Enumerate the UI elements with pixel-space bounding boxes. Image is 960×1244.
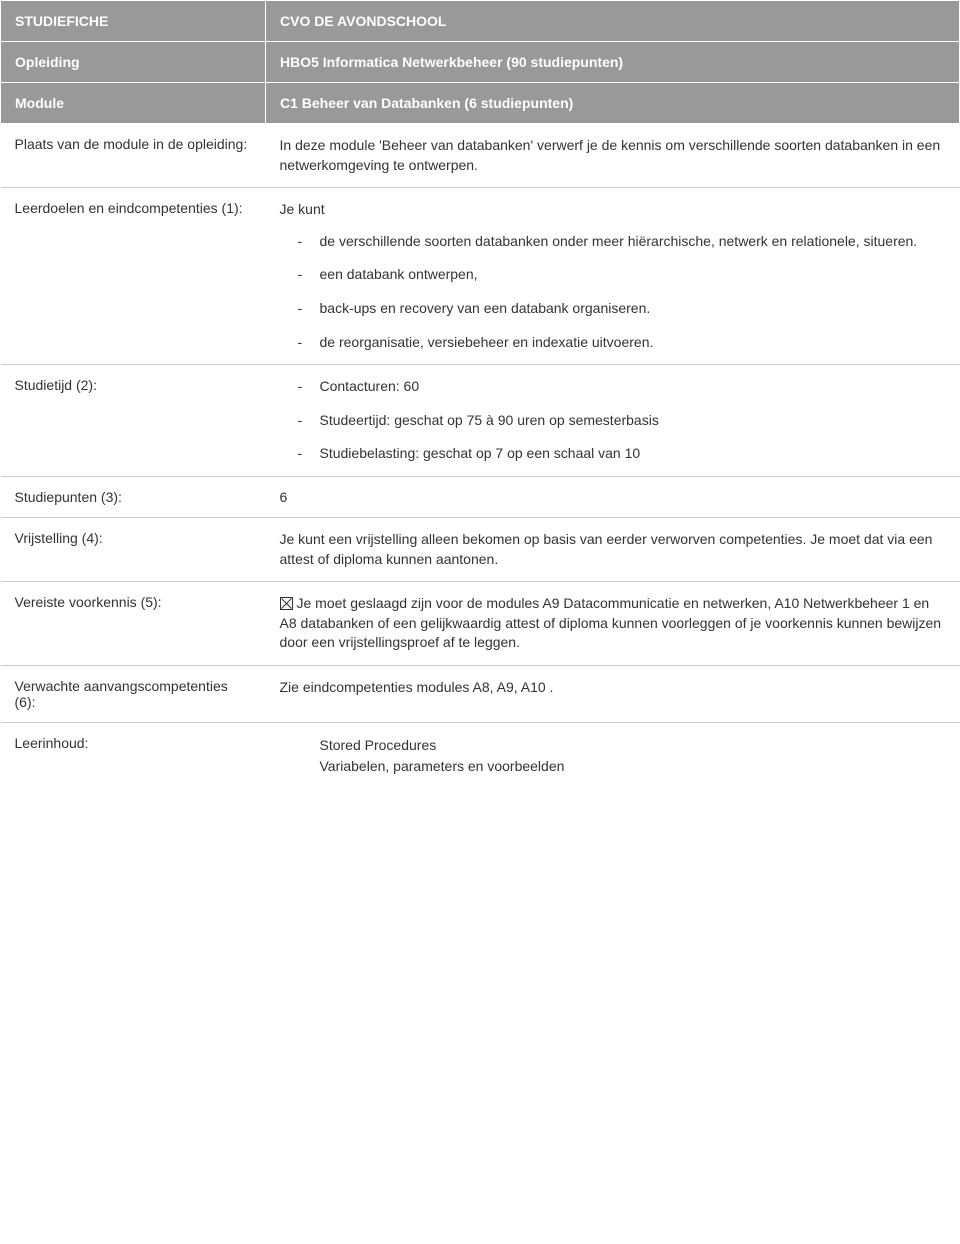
studietijd-content: Contacturen: 60 Studeertijd: geschat op … — [266, 365, 960, 477]
aanvang-text: Zie eindcompetenties modules A8, A9, A10… — [266, 665, 960, 722]
leerinhoud-block: Stored Procedures Variabelen, parameters… — [280, 735, 946, 777]
header-row-opleiding: Opleiding HBO5 Informatica Netwerkbeheer… — [1, 42, 960, 83]
studietijd-label: Studietijd (2): — [1, 365, 266, 477]
voorkennis-text: Je moet geslaagd zijn voor de modules A9… — [280, 595, 942, 650]
leerdoelen-item: een databank ontwerpen, — [280, 265, 946, 285]
leerdoelen-item: back-ups en recovery van een databank or… — [280, 299, 946, 319]
studietijd-item: Studeertijd: geschat op 75 à 90 uren op … — [280, 411, 946, 431]
header-module-label: Module — [1, 83, 266, 124]
studietijd-list: Contacturen: 60 Studeertijd: geschat op … — [280, 377, 946, 464]
header-row-title: STUDIEFICHE CVO DE AVONDSCHOOL — [1, 1, 960, 42]
leerdoelen-intro: Je kunt — [280, 200, 946, 220]
vrijstelling-label: Vrijstelling (4): — [1, 517, 266, 581]
header-title-left: STUDIEFICHE — [1, 1, 266, 42]
leerinhoud-label: Leerinhoud: — [1, 722, 266, 789]
row-vrijstelling: Vrijstelling (4): Je kunt een vrijstelli… — [1, 517, 960, 581]
header-module-value: C1 Beheer van Databanken (6 studiepunten… — [266, 83, 960, 124]
header-opleiding-label: Opleiding — [1, 42, 266, 83]
row-plaats: Plaats van de module in de opleiding: In… — [1, 124, 960, 188]
leerdoelen-item: de reorganisatie, versiebeheer en indexa… — [280, 333, 946, 353]
voorkennis-paragraph: Je moet geslaagd zijn voor de modules A9… — [280, 594, 946, 653]
leerdoelen-list: de verschillende soorten databanken onde… — [280, 232, 946, 352]
voorkennis-content: Je moet geslaagd zijn voor de modules A9… — [266, 582, 960, 666]
leerdoelen-content: Je kunt de verschillende soorten databan… — [266, 188, 960, 365]
row-voorkennis: Vereiste voorkennis (5): Je moet geslaag… — [1, 582, 960, 666]
voorkennis-label: Vereiste voorkennis (5): — [1, 582, 266, 666]
plaats-paragraph: In deze module 'Beheer van databanken' v… — [280, 136, 946, 175]
leerinhoud-content: Stored Procedures Variabelen, parameters… — [266, 722, 960, 789]
plaats-text: In deze module 'Beheer van databanken' v… — [266, 124, 960, 188]
studietijd-item: Studiebelasting: geschat op 7 op een sch… — [280, 444, 946, 464]
plaats-label: Plaats van de module in de opleiding: — [1, 124, 266, 188]
aanvang-label: Verwachte aanvangscompetenties (6): — [1, 665, 266, 722]
aanvang-paragraph: Zie eindcompetenties modules A8, A9, A10… — [280, 678, 946, 698]
row-studietijd: Studietijd (2): Contacturen: 60 Studeert… — [1, 365, 960, 477]
studiepunten-value: 6 — [266, 476, 960, 517]
leerinhoud-line: Stored Procedures — [320, 737, 437, 753]
row-studiepunten: Studiepunten (3): 6 — [1, 476, 960, 517]
vrijstelling-text: Je kunt een vrijstelling alleen bekomen … — [266, 517, 960, 581]
leerdoelen-label: Leerdoelen en eindcompetenties (1): — [1, 188, 266, 365]
studiepunten-label: Studiepunten (3): — [1, 476, 266, 517]
studiefiche-table: STUDIEFICHE CVO DE AVONDSCHOOL Opleiding… — [0, 0, 960, 789]
row-leerinhoud: Leerinhoud: Stored Procedures Variabelen… — [1, 722, 960, 789]
row-aanvang: Verwachte aanvangscompetenties (6): Zie … — [1, 665, 960, 722]
row-leerdoelen: Leerdoelen en eindcompetenties (1): Je k… — [1, 188, 960, 365]
leerdoelen-item: de verschillende soorten databanken onde… — [280, 232, 946, 252]
studietijd-item: Contacturen: 60 — [280, 377, 946, 397]
checkbox-checked-icon — [280, 597, 293, 610]
header-opleiding-value: HBO5 Informatica Netwerkbeheer (90 studi… — [266, 42, 960, 83]
header-title-right: CVO DE AVONDSCHOOL — [266, 1, 960, 42]
vrijstelling-paragraph: Je kunt een vrijstelling alleen bekomen … — [280, 530, 946, 569]
leerinhoud-line: Variabelen, parameters en voorbeelden — [320, 758, 565, 774]
header-row-module: Module C1 Beheer van Databanken (6 studi… — [1, 83, 960, 124]
